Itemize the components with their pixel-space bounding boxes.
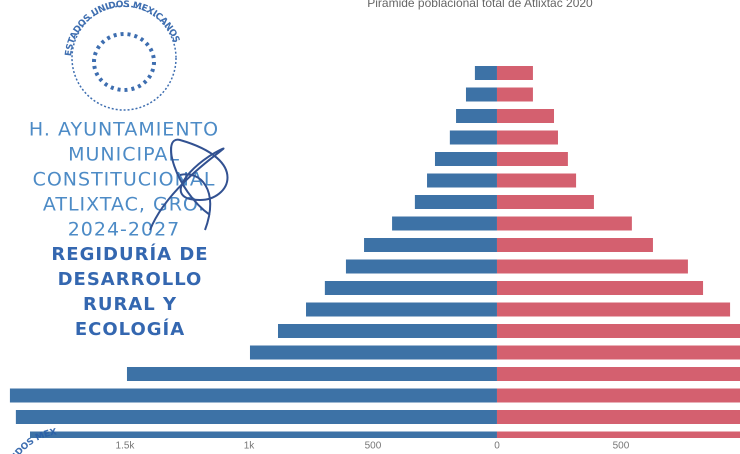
bar: [496, 324, 740, 338]
bar: [30, 431, 497, 438]
signature: [149, 138, 229, 231]
stamp-office: ECOLOGÍA: [75, 318, 185, 340]
x-tick-label: 1.5k: [116, 441, 136, 452]
stamp-line: MUNICIPAL: [68, 144, 180, 166]
plot: [9, 66, 740, 438]
seal-ring: [71, 5, 177, 111]
seal-text: ESTADOS UNIDOS MEXICANOS: [64, 0, 182, 57]
stamp-office: REGIDURÍA DE: [51, 243, 208, 265]
bar: [474, 66, 497, 80]
bar: [496, 259, 688, 274]
x-axis: 1.5k 1k 500 0 500: [116, 441, 630, 452]
bar: [9, 388, 497, 403]
seal-text: UNIDOS MEX: [4, 427, 58, 454]
bar: [449, 130, 497, 145]
stamp-line: 2024-2027: [68, 219, 181, 241]
bar: [249, 345, 497, 360]
bar: [345, 259, 497, 274]
bar: [496, 410, 740, 424]
bar: [496, 238, 653, 252]
bar: [496, 152, 568, 166]
bar: [496, 87, 533, 102]
seal-emblem: [92, 32, 156, 92]
bar: [427, 173, 497, 188]
bar: [496, 431, 740, 438]
bar: [496, 345, 740, 360]
bar: [456, 109, 497, 123]
bar: [392, 216, 497, 231]
bar: [496, 173, 577, 188]
x-tick-label: 1k: [244, 441, 256, 452]
stamp: ESTADOS UNIDOS MEXICANOS UNIDOS MEX H. A…: [4, 0, 229, 454]
bar: [496, 302, 731, 317]
bar: [364, 238, 497, 252]
bar: [465, 87, 497, 102]
x-tick-label: 500: [613, 441, 630, 452]
bar: [414, 195, 497, 209]
stamp-line: ATLIXTAC, GRO.: [43, 194, 205, 216]
chart-title: Pirámide poblacional total de Atlixtac 2…: [367, 0, 593, 10]
stamp-office: RURAL Y: [83, 294, 177, 315]
bar: [496, 66, 533, 80]
bar: [126, 367, 497, 381]
bar: [496, 367, 740, 381]
bar: [496, 281, 704, 295]
bar: [15, 410, 497, 424]
bar: [434, 152, 497, 166]
bar: [324, 281, 497, 295]
stamp-office: DESARROLLO: [58, 269, 203, 290]
bar: [496, 130, 558, 145]
x-tick-label: 0: [494, 441, 500, 452]
seal-text: ESTADOS UNIDOS MEXICANOS: [64, 0, 182, 57]
bar: [496, 216, 632, 231]
bar: [496, 109, 555, 123]
stamp-line: H. AYUNTAMIENTO: [29, 119, 219, 141]
bar: [306, 302, 497, 317]
seal-text: UNIDOS MEX: [4, 427, 58, 454]
bar: [496, 195, 594, 209]
x-tick-label: 500: [365, 441, 382, 452]
stamp-line: CONSTITUCIONAL: [33, 169, 216, 191]
bar: [496, 388, 740, 403]
bar: [277, 324, 497, 338]
